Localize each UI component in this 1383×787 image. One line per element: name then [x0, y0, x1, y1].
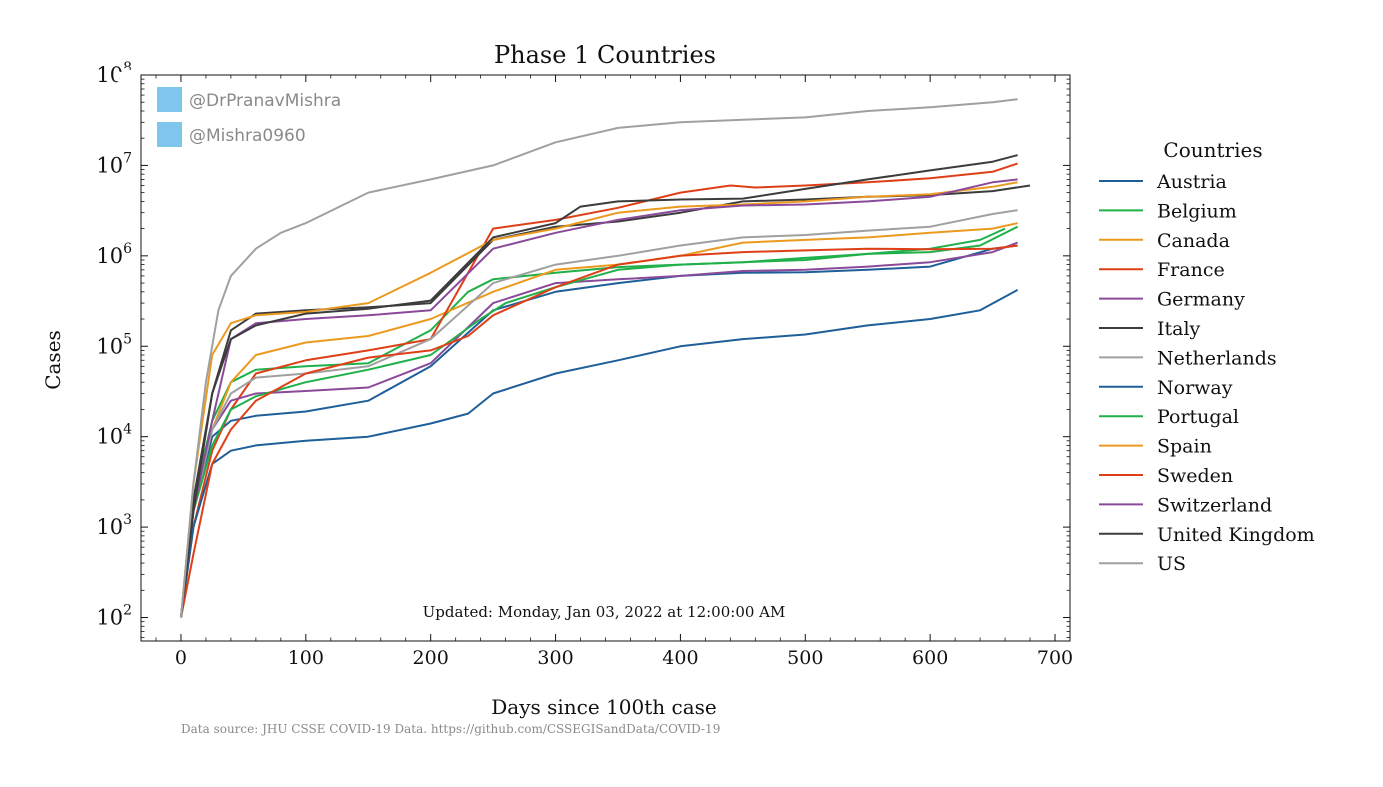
series-line-netherlands	[180, 209, 1018, 618]
x-tick-label: 500	[787, 647, 823, 669]
chart-title: Phase 1 Countries	[494, 41, 716, 69]
legend-label: Germany	[1157, 289, 1245, 311]
x-tick-label: 0	[175, 647, 187, 669]
y-tick-base: 10	[96, 334, 123, 358]
y-tick-base: 10	[96, 425, 123, 449]
y-tick-base: 10	[96, 244, 123, 268]
legend-label: Switzerland	[1157, 494, 1272, 516]
y-tick-exponent: 8	[123, 60, 132, 76]
series-line-us	[180, 98, 1018, 618]
series-lines	[180, 98, 1031, 618]
legend-label: Canada	[1157, 230, 1230, 252]
x-tick-label: 400	[662, 647, 698, 669]
series-line-united-kingdom	[180, 154, 1018, 618]
x-tick-label: 300	[537, 647, 573, 669]
twitter-handle-1: @DrPranavMishra	[114, 67, 341, 112]
x-tick-label: 600	[912, 647, 948, 669]
series-line-switzerland	[180, 178, 1018, 618]
legend-label: Netherlands	[1157, 347, 1277, 369]
legend-label: Belgium	[1157, 200, 1237, 222]
legend-label: Italy	[1157, 318, 1201, 340]
series-line-norway	[180, 289, 1019, 618]
y-tick-exponent: 4	[123, 422, 132, 438]
twitter-handle-1-text: @DrPranavMishra	[189, 91, 341, 111]
twitter-bird-glyph	[114, 67, 132, 82]
legend-title: Countries	[1163, 138, 1262, 162]
legend-label: Sweden	[1157, 465, 1233, 487]
legend-label: United Kingdom	[1157, 524, 1315, 546]
y-tick-base: 10	[96, 515, 123, 539]
series-line-sweden	[180, 244, 1018, 618]
axis-ticks	[141, 74, 1070, 641]
plot-area	[140, 74, 1071, 642]
y-tick-label: 102	[96, 603, 132, 630]
y-tick-exponent: 7	[123, 150, 132, 166]
legend-label: Portugal	[1157, 406, 1239, 428]
y-tick-label: 103	[96, 512, 132, 539]
y-tick-base: 10	[96, 153, 123, 177]
legend-label: Norway	[1157, 377, 1233, 399]
y-tick-exponent: 6	[123, 241, 132, 257]
legend-label: US	[1157, 553, 1186, 575]
x-tick-label: 700	[1037, 647, 1073, 669]
legend-label: Spain	[1157, 436, 1212, 458]
twitter-handle-2-text: @Mishra0960	[189, 126, 306, 146]
y-tick-exponent: 5	[123, 331, 132, 347]
y-tick-label: 107	[96, 150, 132, 177]
y-tick-base: 10	[96, 606, 123, 630]
series-line-canada	[180, 222, 1018, 618]
y-tick-exponent: 3	[123, 512, 132, 528]
x-axis-label: Days since 100th case	[491, 695, 717, 719]
twitter-handle-2: @Mishra0960	[114, 102, 306, 147]
y-tick-label: 105	[96, 331, 132, 358]
twitter-icon	[157, 87, 182, 112]
y-tick-exponent: 2	[123, 603, 132, 619]
legend: Austria Belgium Canada France Germany Italy Ne…	[1099, 171, 1315, 575]
x-tick-label: 100	[288, 647, 324, 669]
data-source-note: Data source: JHU CSSE COVID-19 Data. htt…	[181, 722, 720, 736]
y-tick-label: 106	[96, 241, 132, 268]
series-line-germany	[180, 241, 1018, 618]
series-line-spain	[180, 181, 1018, 618]
twitter-icon	[157, 122, 182, 147]
twitter-bird-glyph	[114, 102, 132, 117]
legend-label: France	[1157, 259, 1225, 281]
series-line-portugal	[180, 225, 1019, 618]
x-tick-labels: 0 100 200 300 400 500 600 700	[175, 647, 1073, 669]
legend-label: Austria	[1156, 171, 1227, 193]
x-tick-label: 200	[413, 647, 449, 669]
y-axis-label: Cases	[41, 330, 65, 390]
y-tick-label: 104	[96, 422, 132, 449]
updated-annotation: Updated: Monday, Jan 03, 2022 at 12:00:0…	[423, 603, 786, 621]
